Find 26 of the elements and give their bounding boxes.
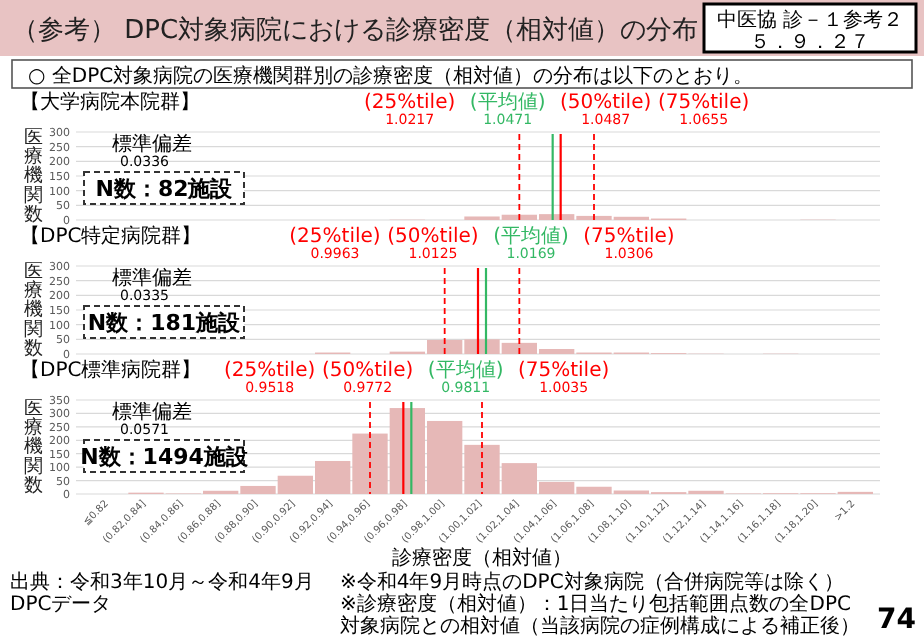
chart-title: 【DPC特定病院群】 [20,224,202,248]
ref-line-label: (50%tile) 1.0487 [559,92,652,128]
y-axis-title: 医療機関数 [24,261,44,360]
annotation: N数：1494施設 [80,444,250,470]
ref-line-label: (50%tile) 0.9772 [321,360,414,396]
ref-line-label: (25%tile) 1.0217 [363,92,456,128]
ref-line-label: (平均値) 1.0471 [469,90,546,128]
page-footer: 出典：令和3年10月～令和4年9月DPCデータ ※令和4年9月時点のDPC対象病院（合併病院等は除く） ※診療密度（相対値）：1日当たり包括範囲点数の全DPC対象病院との相対値（当該病院の症例構成による補正後） 74 [10,572,916,638]
ref-line-label: (75%tile) 1.0306 [583,226,675,262]
ref-line-label: (75%tile) 1.0035 [517,360,610,396]
ref-line-label: (平均値) 1.0169 [493,224,569,262]
ref-line-label: (25%tile) 0.9963 [289,226,381,262]
annotation: N数：82施設 [95,176,235,202]
annotation: 標準偏差 [112,132,192,156]
annotation: 標準偏差 [112,400,192,424]
x-axis-title: 診療密度（相対値） [392,546,572,570]
chart-title: 【DPC標準病院群】 [20,358,202,382]
ref-line-label: (75%tile) 1.0655 [657,92,750,128]
y-axis-title: 医療機関数 [24,398,44,497]
ref-line-label: (25%tile) 0.9518 [223,360,316,396]
ref-line-label: (平均値) 0.9811 [427,358,504,396]
y-axis-title: 医療機関数 [24,127,44,226]
chart-title: 【大学病院本院群】 [20,90,200,114]
annotation: 標準偏差 [112,266,192,290]
ref-line-label: (50%tile) 1.0125 [387,226,479,262]
annotation: N数：181施設 [87,310,243,336]
